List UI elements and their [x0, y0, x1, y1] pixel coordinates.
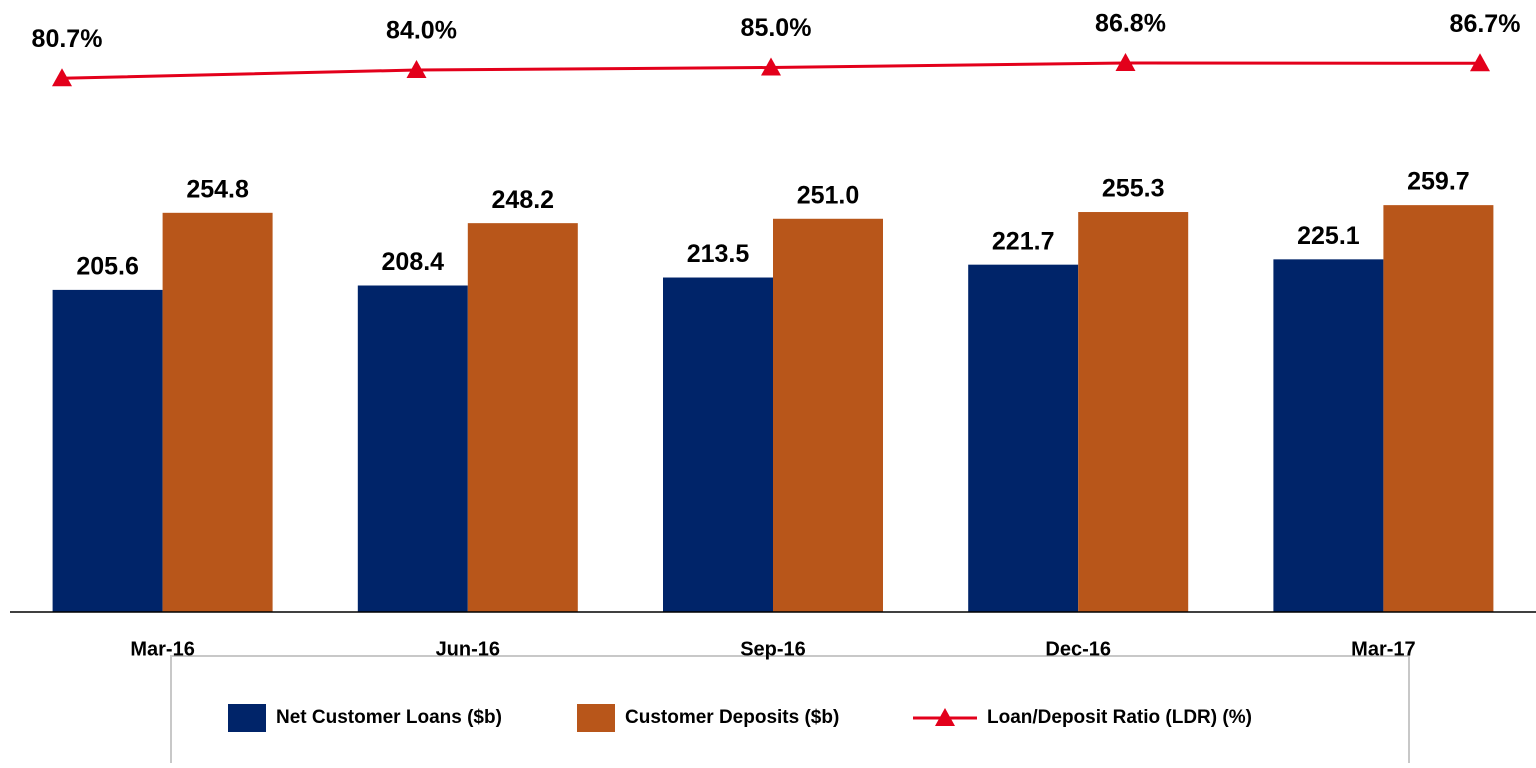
legend-label: Net Customer Loans ($b)	[276, 707, 502, 728]
legend-marker	[935, 708, 955, 726]
bar	[357, 285, 468, 612]
line-marker	[1115, 53, 1136, 71]
legend-box	[170, 655, 1410, 767]
legend-swatch	[577, 704, 615, 732]
bar-value-label: 248.2	[492, 186, 555, 214]
line-marker	[1470, 53, 1490, 72]
line-value-label: 85.0%	[741, 14, 812, 42]
x-tick-label: Jun-16	[436, 638, 500, 660]
bar-value-label: 208.4	[382, 248, 445, 276]
bar	[467, 223, 578, 613]
bar-value-label: 205.6	[76, 253, 139, 281]
line-value-label: 84.0%	[386, 17, 457, 45]
bar-value-label: 259.7	[1407, 168, 1470, 196]
legend-label: Loan/Deposit Ratio (LDR) (%)	[987, 707, 1252, 728]
line-value-label: 86.7%	[1450, 10, 1521, 38]
bar	[968, 264, 1079, 612]
line-marker	[52, 68, 72, 87]
bar-value-label: 225.1	[1297, 222, 1360, 250]
bar-value-label: 213.5	[687, 240, 750, 268]
line-marker	[406, 60, 427, 78]
bar-value-label: 221.7	[992, 227, 1055, 255]
legend-label: Customer Deposits ($b)	[625, 707, 839, 728]
bar-value-label: 254.8	[186, 175, 249, 203]
bar-value-label: 255.3	[1102, 175, 1165, 203]
line-value-label: 86.8%	[1095, 10, 1166, 38]
line-marker	[761, 57, 781, 76]
bar	[1383, 205, 1494, 613]
x-tick-label: Sep-16	[740, 638, 806, 660]
bar	[162, 212, 273, 612]
bar	[52, 289, 163, 612]
x-tick-label: Dec-16	[1045, 638, 1111, 660]
bar	[1273, 259, 1384, 612]
x-tick-label: Mar-17	[1351, 638, 1415, 660]
bar-value-label: 251.0	[797, 181, 860, 209]
bar	[663, 277, 773, 612]
line-value-label: 80.7%	[32, 25, 103, 53]
x-tick-label: Mar-16	[130, 638, 194, 660]
bar	[773, 218, 883, 612]
bar	[1078, 212, 1189, 612]
legend-swatch	[228, 704, 266, 732]
